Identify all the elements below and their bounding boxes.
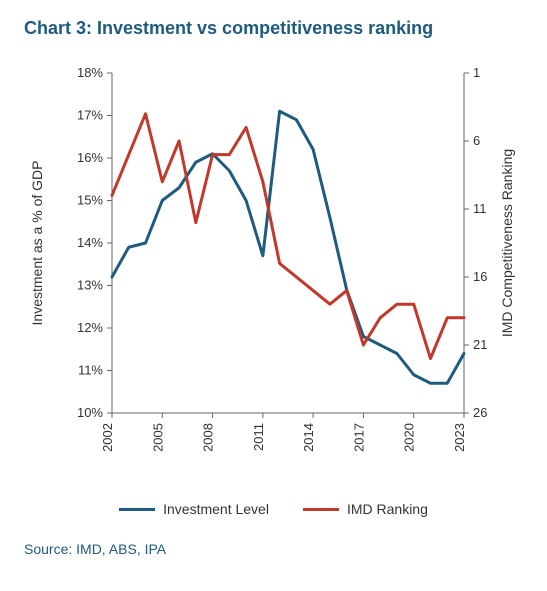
svg-text:26: 26 — [473, 405, 487, 420]
legend-item-investment: Investment Level — [119, 501, 269, 517]
svg-text:2014: 2014 — [301, 423, 316, 452]
svg-text:2023: 2023 — [452, 423, 467, 452]
legend-item-imd: IMD Ranking — [303, 501, 428, 517]
chart-source: Source: IMD, ABS, IPA — [24, 541, 523, 557]
svg-text:13%: 13% — [77, 278, 103, 293]
svg-text:IMD Competitiveness Ranking: IMD Competitiveness Ranking — [499, 149, 515, 337]
svg-text:2020: 2020 — [402, 423, 417, 452]
svg-text:14%: 14% — [77, 235, 103, 250]
svg-text:10%: 10% — [77, 405, 103, 420]
svg-text:11: 11 — [473, 201, 487, 216]
svg-text:2017: 2017 — [351, 423, 366, 452]
chart-plot: 10%11%12%13%14%15%16%17%18%1611162126200… — [24, 53, 524, 493]
svg-text:2005: 2005 — [150, 423, 165, 452]
legend-swatch-investment — [119, 508, 155, 511]
svg-text:Investment as a % of GDP: Investment as a % of GDP — [29, 161, 45, 326]
svg-text:17%: 17% — [77, 108, 103, 123]
legend-label-imd: IMD Ranking — [347, 501, 428, 517]
svg-text:2011: 2011 — [251, 423, 266, 451]
svg-text:1: 1 — [473, 65, 480, 80]
chart-svg: 10%11%12%13%14%15%16%17%18%1611162126200… — [24, 53, 524, 493]
legend-swatch-imd — [303, 508, 339, 511]
legend-label-investment: Investment Level — [163, 501, 269, 517]
chart-legend: Investment Level IMD Ranking — [24, 501, 523, 517]
svg-text:2002: 2002 — [100, 423, 115, 452]
svg-text:2008: 2008 — [201, 423, 216, 452]
svg-text:16%: 16% — [77, 150, 103, 165]
svg-text:12%: 12% — [77, 320, 103, 335]
svg-text:16: 16 — [473, 269, 487, 284]
chart-container: Chart 3: Investment vs competitiveness r… — [0, 0, 547, 591]
svg-text:11%: 11% — [78, 363, 103, 378]
svg-text:21: 21 — [473, 337, 487, 352]
svg-text:15%: 15% — [77, 193, 103, 208]
chart-title: Chart 3: Investment vs competitiveness r… — [24, 18, 523, 39]
svg-text:18%: 18% — [77, 65, 103, 80]
svg-text:6: 6 — [473, 133, 480, 148]
